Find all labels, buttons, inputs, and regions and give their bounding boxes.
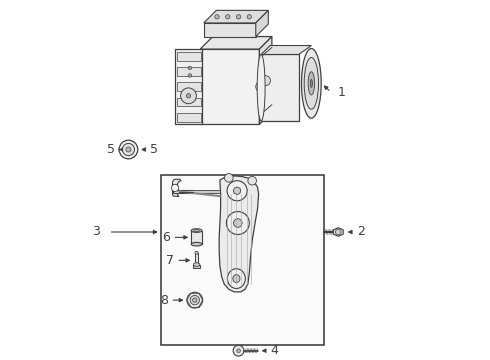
Polygon shape xyxy=(204,10,269,23)
Circle shape xyxy=(233,345,244,356)
Ellipse shape xyxy=(191,229,202,232)
Text: 5: 5 xyxy=(150,143,158,156)
Circle shape xyxy=(335,229,341,235)
Polygon shape xyxy=(172,179,181,197)
Ellipse shape xyxy=(191,242,202,246)
Bar xyxy=(258,72,265,102)
Polygon shape xyxy=(219,176,259,292)
Circle shape xyxy=(215,15,219,19)
Ellipse shape xyxy=(227,269,245,288)
Circle shape xyxy=(248,176,256,185)
Bar xyxy=(194,265,200,268)
Text: 3: 3 xyxy=(92,225,100,238)
Circle shape xyxy=(236,15,241,19)
Text: 8: 8 xyxy=(160,294,168,307)
Circle shape xyxy=(224,174,233,182)
Bar xyxy=(161,175,324,345)
Circle shape xyxy=(186,94,191,98)
Ellipse shape xyxy=(304,58,319,109)
Circle shape xyxy=(193,298,197,302)
Polygon shape xyxy=(172,190,193,193)
Circle shape xyxy=(234,187,241,194)
Ellipse shape xyxy=(257,54,265,121)
Bar xyxy=(195,253,198,268)
Bar xyxy=(176,52,200,60)
Circle shape xyxy=(260,76,270,86)
Bar xyxy=(179,190,220,193)
Text: 2: 2 xyxy=(357,225,365,238)
Ellipse shape xyxy=(308,72,315,95)
Circle shape xyxy=(247,15,251,19)
Ellipse shape xyxy=(195,251,198,254)
Text: 4: 4 xyxy=(271,344,279,357)
Bar xyxy=(191,230,202,244)
Circle shape xyxy=(237,349,240,352)
Bar xyxy=(176,98,200,106)
Bar xyxy=(176,67,200,76)
Bar xyxy=(176,113,200,122)
Ellipse shape xyxy=(310,79,313,87)
Bar xyxy=(175,49,202,125)
Bar xyxy=(204,23,256,37)
Circle shape xyxy=(172,184,179,192)
Circle shape xyxy=(122,143,135,156)
Circle shape xyxy=(256,81,267,92)
Circle shape xyxy=(187,292,203,308)
Text: 5: 5 xyxy=(107,143,115,156)
Polygon shape xyxy=(256,10,269,37)
Circle shape xyxy=(227,181,247,201)
Circle shape xyxy=(190,296,199,305)
Circle shape xyxy=(181,88,196,104)
Text: 1: 1 xyxy=(338,86,345,99)
Text: 6: 6 xyxy=(163,231,171,244)
Circle shape xyxy=(126,147,131,152)
Circle shape xyxy=(188,74,192,77)
Bar xyxy=(200,49,259,125)
Circle shape xyxy=(226,212,249,234)
Polygon shape xyxy=(259,37,272,125)
Polygon shape xyxy=(333,228,343,236)
Circle shape xyxy=(234,219,242,227)
Ellipse shape xyxy=(194,263,200,266)
Ellipse shape xyxy=(301,49,321,118)
Text: 7: 7 xyxy=(166,254,174,267)
Circle shape xyxy=(188,66,192,70)
Ellipse shape xyxy=(194,229,199,231)
Circle shape xyxy=(225,15,230,19)
Circle shape xyxy=(119,140,138,159)
Bar xyxy=(176,82,200,91)
Bar xyxy=(261,54,299,121)
Ellipse shape xyxy=(233,275,240,283)
Polygon shape xyxy=(200,37,272,49)
Polygon shape xyxy=(261,45,311,54)
